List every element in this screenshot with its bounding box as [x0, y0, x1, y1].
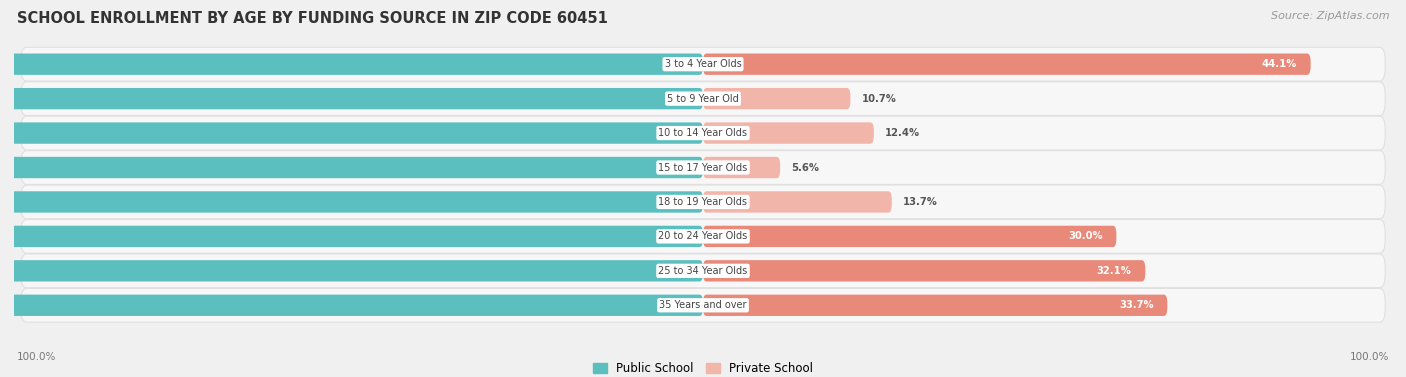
FancyBboxPatch shape — [21, 151, 1385, 184]
Text: 10 to 14 Year Olds: 10 to 14 Year Olds — [658, 128, 748, 138]
FancyBboxPatch shape — [21, 254, 1385, 288]
FancyBboxPatch shape — [0, 260, 703, 282]
Text: 15 to 17 Year Olds: 15 to 17 Year Olds — [658, 162, 748, 173]
Text: 100.0%: 100.0% — [1350, 352, 1389, 362]
Text: 35 Years and over: 35 Years and over — [659, 300, 747, 310]
FancyBboxPatch shape — [703, 54, 1310, 75]
FancyBboxPatch shape — [0, 54, 703, 75]
FancyBboxPatch shape — [0, 294, 703, 316]
Legend: Public School, Private School: Public School, Private School — [588, 357, 818, 377]
Text: 10.7%: 10.7% — [862, 93, 897, 104]
Text: Source: ZipAtlas.com: Source: ZipAtlas.com — [1271, 11, 1389, 21]
Text: 30.0%: 30.0% — [1069, 231, 1102, 241]
Text: 44.1%: 44.1% — [1261, 59, 1296, 69]
Text: 18 to 19 Year Olds: 18 to 19 Year Olds — [658, 197, 748, 207]
Text: 32.1%: 32.1% — [1097, 266, 1132, 276]
Text: 5.6%: 5.6% — [792, 162, 820, 173]
FancyBboxPatch shape — [703, 88, 851, 109]
FancyBboxPatch shape — [703, 260, 1146, 282]
Text: 20 to 24 Year Olds: 20 to 24 Year Olds — [658, 231, 748, 241]
Text: 3 to 4 Year Olds: 3 to 4 Year Olds — [665, 59, 741, 69]
FancyBboxPatch shape — [21, 185, 1385, 219]
FancyBboxPatch shape — [21, 288, 1385, 322]
Text: 33.7%: 33.7% — [1119, 300, 1153, 310]
Text: 25 to 34 Year Olds: 25 to 34 Year Olds — [658, 266, 748, 276]
FancyBboxPatch shape — [0, 123, 703, 144]
Text: 100.0%: 100.0% — [17, 352, 56, 362]
FancyBboxPatch shape — [0, 226, 703, 247]
FancyBboxPatch shape — [0, 191, 703, 213]
FancyBboxPatch shape — [21, 47, 1385, 81]
FancyBboxPatch shape — [21, 82, 1385, 115]
Text: SCHOOL ENROLLMENT BY AGE BY FUNDING SOURCE IN ZIP CODE 60451: SCHOOL ENROLLMENT BY AGE BY FUNDING SOUR… — [17, 11, 607, 26]
FancyBboxPatch shape — [0, 88, 703, 109]
Text: 13.7%: 13.7% — [903, 197, 938, 207]
FancyBboxPatch shape — [703, 226, 1116, 247]
FancyBboxPatch shape — [703, 123, 875, 144]
Text: 5 to 9 Year Old: 5 to 9 Year Old — [666, 93, 740, 104]
FancyBboxPatch shape — [21, 219, 1385, 253]
FancyBboxPatch shape — [703, 191, 891, 213]
FancyBboxPatch shape — [0, 157, 703, 178]
FancyBboxPatch shape — [703, 294, 1167, 316]
FancyBboxPatch shape — [703, 157, 780, 178]
FancyBboxPatch shape — [21, 116, 1385, 150]
Text: 12.4%: 12.4% — [884, 128, 920, 138]
